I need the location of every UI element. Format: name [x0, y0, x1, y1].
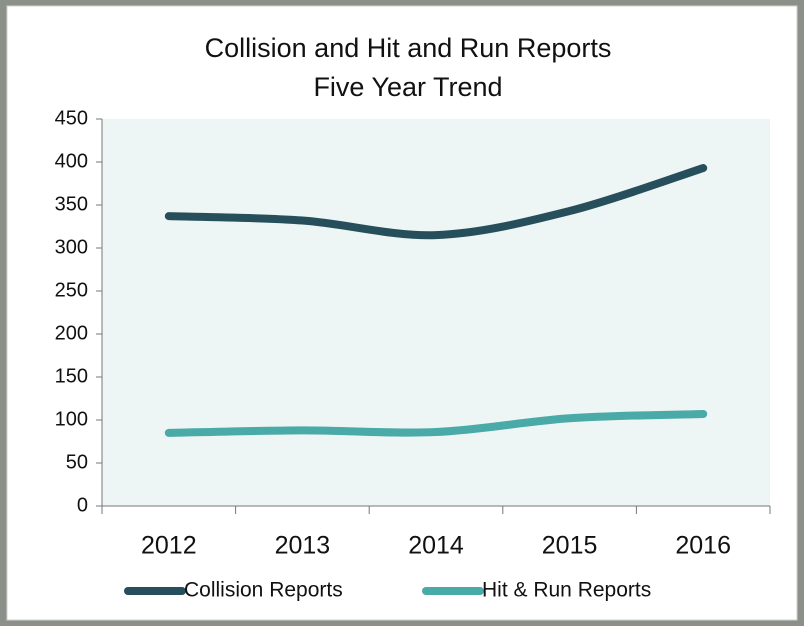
chart-title: Collision and Hit and Run Reports	[205, 33, 612, 63]
legend-label: Hit & Run Reports	[482, 579, 651, 602]
y-tick-label: 400	[55, 150, 88, 172]
x-tick-label: 2015	[542, 532, 598, 560]
y-tick-label: 100	[55, 408, 88, 430]
legend-label: Collision Reports	[184, 579, 343, 602]
y-tick-label: 250	[55, 279, 88, 301]
series-line	[164, 164, 708, 240]
y-tick-label: 300	[55, 236, 88, 258]
x-tick-label: 2016	[675, 532, 731, 560]
y-tick-label: 0	[77, 494, 88, 516]
y-tick-label: 200	[55, 322, 88, 344]
x-tick-label: 2013	[275, 532, 331, 560]
series-line	[164, 409, 708, 437]
x-tick-label: 2012	[141, 532, 197, 560]
y-tick-label: 450	[55, 107, 88, 129]
chart-subtitle: Five Year Trend	[313, 72, 502, 102]
y-tick-label: 150	[55, 365, 88, 387]
y-tick-label: 350	[55, 193, 88, 215]
y-tick-label: 50	[66, 451, 88, 473]
x-tick-label: 2014	[408, 532, 464, 560]
